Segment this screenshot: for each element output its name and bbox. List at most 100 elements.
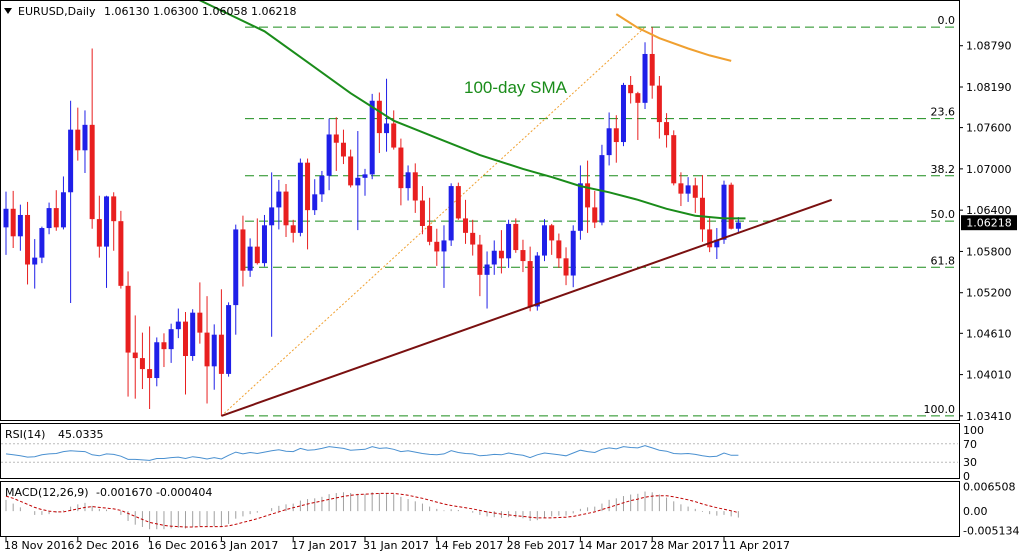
candle-body [735,222,741,229]
candle-body [362,174,368,178]
candle [563,247,569,286]
candle-body [656,85,662,123]
candle [17,204,23,251]
candle [355,131,361,231]
macd-values: -0.001670 -0.000404 [96,486,212,499]
candle [348,149,354,188]
candle-body [240,229,246,271]
candle [506,219,512,268]
candle-body [585,183,591,208]
candle-body [577,183,583,231]
candle-body [563,258,569,276]
fib-level-label: 61.8 [931,254,956,267]
candle [513,218,519,253]
candle-body [728,184,734,229]
candle-body [17,214,23,237]
price-tick-label: 1.04610 [966,327,1012,340]
candle [226,302,232,377]
candle-body [89,124,95,220]
candle [692,177,698,213]
candle [39,226,45,264]
candle [46,202,52,235]
candle-body [261,225,267,264]
macd-indicator: 0.006508 0.00 -0.005134 [5,481,1019,537]
date-tick-label: 16 Dec 2016 [148,539,218,552]
candle-body [699,197,705,230]
candle-body [168,329,174,350]
price-tick-label: 1.08190 [966,81,1012,94]
candle-body [369,100,375,175]
candle [606,112,612,166]
candle [398,138,404,206]
candle-body [455,186,461,219]
price-tick-label: 1.07600 [966,122,1012,135]
candle [53,190,59,231]
candle [290,219,296,243]
candle [455,182,461,220]
candle [635,91,641,140]
candle [326,118,332,191]
candle [735,217,741,234]
candle [527,246,533,312]
fib-level-label: 38.2 [931,163,956,176]
candle [75,107,81,161]
candle-body [104,196,110,247]
candle [96,195,102,258]
candle [233,224,239,335]
candle [204,296,210,404]
candle [340,129,346,165]
macd-tick-label: 0.006508 [963,481,1016,494]
candle [197,282,203,344]
candle-body [3,208,9,228]
candle [477,234,483,297]
candle-body [441,240,447,252]
candle [60,176,66,230]
candle [82,110,88,174]
candle [714,228,720,260]
date-axis: 18 Nov 2016 2 Dec 2016 16 Dec 2016 3 Jan 20… [4,537,790,552]
price-tick-label: 1.04010 [966,369,1012,382]
candle [247,238,253,277]
candle-body [82,124,88,151]
candle-body [412,172,418,201]
candle-body [613,128,619,143]
price-tick-label: 1.05200 [966,287,1012,300]
candle-body [340,142,346,157]
candle-body [491,250,497,265]
candle [240,215,246,287]
chart-header: EURUSD,Daily 1.06130 1.06300 1.06058 1.0… [4,5,296,18]
candle [412,163,418,213]
candle-body [498,250,504,259]
candle-body [25,214,31,265]
candle [520,239,526,273]
candle [484,251,490,309]
candle [577,165,583,240]
candle-body [685,185,691,194]
candle [283,184,289,237]
rsi-label: RSI(14) [5,428,45,441]
date-tick-label: 28 Feb 2017 [507,539,575,552]
candle-body [527,261,533,307]
macd-label: MACD(12,26,9) [5,486,89,499]
candle-body [448,186,454,241]
candle-body [628,84,634,94]
candle [269,172,275,337]
candle-body [75,129,81,151]
candle-body [326,134,332,176]
candle [556,233,562,268]
candle-body [183,321,188,357]
candle [175,308,181,339]
candle-body [60,192,66,228]
candle [218,289,224,416]
candle-body [348,156,354,186]
candle [699,175,705,242]
candle-body [434,241,440,252]
candle-body [111,196,117,222]
candle-body [254,246,260,264]
candle [671,130,677,186]
dropdown-triangle-icon[interactable] [4,8,12,14]
main-price-pane [0,0,960,421]
candle [448,183,454,246]
candle [276,179,282,230]
